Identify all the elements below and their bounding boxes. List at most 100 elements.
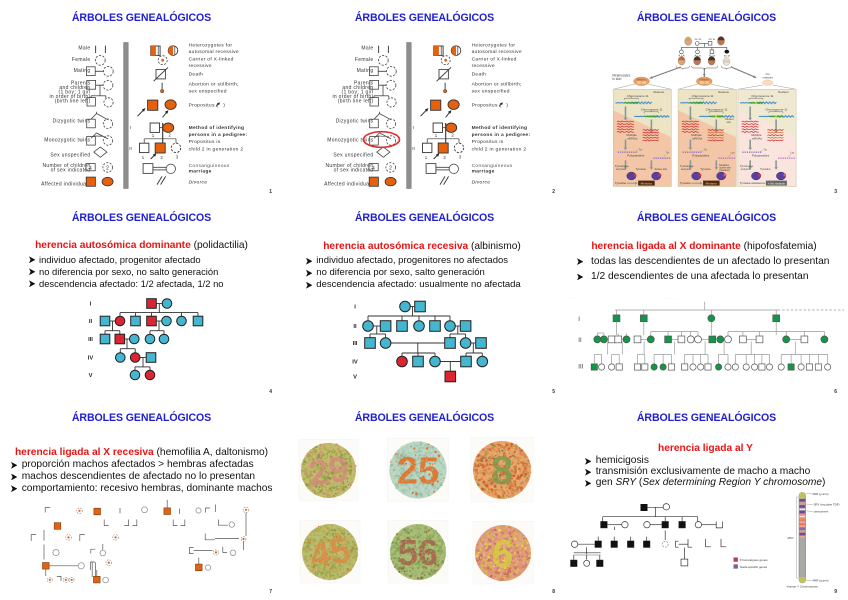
svg-text:Method of identifying: Method of identifying — [189, 125, 245, 131]
svg-text:56: 56 — [398, 532, 438, 573]
svg-text:Chromosome 11: Chromosome 11 — [706, 107, 728, 111]
svg-text:Multiple: Multiple — [751, 133, 762, 137]
svg-text:IV: IV — [352, 359, 358, 365]
svg-text:Mutated: Mutated — [719, 163, 729, 167]
svg-text:Tyr: Tyr — [639, 148, 643, 152]
svg-text:Multiple: Multiple — [691, 133, 702, 137]
svg-text:Monozygotic twins: Monozygotic twins — [44, 137, 90, 143]
svg-text:V: V — [89, 373, 93, 379]
svg-text:A / a: A / a — [708, 54, 715, 58]
svg-text:MSY: MSY — [788, 536, 794, 540]
svg-text:A / a: A / a — [694, 37, 701, 41]
svg-text:A / A: A / A — [677, 54, 684, 58]
svg-text:II: II — [129, 146, 132, 151]
svg-text:Tyrosinase: Tyrosinase — [680, 164, 694, 168]
svg-text:X homologous genes: X homologous genes — [740, 558, 769, 562]
svg-text:in order of birth): in order of birth) — [49, 94, 90, 100]
svg-text:Propositus is: Propositus is — [189, 139, 221, 145]
svg-text:recessive: recessive — [189, 63, 212, 69]
svg-text:Lys: Lys — [790, 151, 795, 155]
svg-text:persons in a pedigree:: persons in a pedigree: — [189, 132, 248, 138]
svg-text:Death: Death — [189, 72, 204, 78]
svg-text:Chromosome 11: Chromosome 11 — [692, 94, 714, 98]
svg-text:Testis-specific genes: Testis-specific genes — [740, 565, 768, 569]
svg-text:Melanin: Melanin — [641, 181, 653, 185]
svg-text:III: III — [88, 337, 93, 343]
svg-text:I: I — [578, 317, 580, 323]
svg-text:SRY (encodes TDF): SRY (encodes TDF) — [814, 503, 840, 507]
svg-text:III: III — [353, 341, 358, 347]
svg-text:Chromosome 11: Chromosome 11 — [627, 94, 649, 98]
svg-text:Polypeptides: Polypeptides — [752, 153, 770, 157]
svg-text:Tyrosine: Tyrosine — [615, 181, 626, 185]
svg-text:II: II — [353, 324, 357, 330]
svg-text:Tyrosine: Tyrosine — [635, 167, 646, 171]
svg-text:Tyrosinase: Tyrosinase — [615, 164, 629, 168]
svg-text:45: 45 — [307, 529, 354, 576]
svg-text:Tyrosine: Tyrosine — [700, 167, 711, 171]
svg-text:Number of children: Number of children — [42, 163, 90, 169]
svg-text:Polypeptides: Polypeptides — [692, 153, 710, 157]
svg-text:Chromosome 11: Chromosome 11 — [641, 107, 663, 111]
svg-text:Active site: Active site — [654, 167, 667, 171]
svg-text:Tyr: Tyr — [763, 148, 767, 152]
svg-text:Abortion or stillbirth;: Abortion or stillbirth; — [189, 82, 239, 88]
svg-text:A / a: A / a — [708, 37, 715, 41]
svg-text:··· ···: ··· ··· — [571, 297, 578, 301]
svg-text:in skin: in skin — [612, 77, 621, 81]
svg-text:I: I — [130, 125, 131, 130]
svg-text:Female: Female — [72, 57, 91, 63]
svg-text:4: 4 — [89, 166, 92, 172]
svg-text:Melanin: Melanin — [637, 78, 647, 82]
svg-text:Melanin: Melanin — [699, 78, 709, 82]
svg-text:PAR (p arm): PAR (p arm) — [813, 492, 829, 496]
svg-text:a / a: a / a — [724, 54, 730, 58]
svg-text:mRNAs: mRNAs — [692, 137, 703, 141]
svg-text:and children: and children — [59, 85, 90, 91]
svg-text:marriage: marriage — [189, 169, 212, 175]
svg-text:IV: IV — [88, 355, 94, 361]
svg-text:PAR (q arm): PAR (q arm) — [813, 578, 829, 582]
svg-text:site: site — [727, 120, 732, 124]
svg-text:III: III — [578, 365, 583, 371]
svg-text:Tyr: Tyr — [704, 148, 708, 152]
svg-text:Propositus ( ): Propositus ( ) — [189, 103, 226, 109]
svg-text:V: V — [353, 374, 357, 380]
svg-text:(1 boy; 1 girl: (1 boy; 1 girl — [59, 89, 91, 95]
svg-text:Tyr: Tyr — [666, 151, 670, 155]
svg-text:1: 1 — [142, 155, 145, 160]
svg-text:Nucleus: Nucleus — [778, 90, 789, 94]
svg-text:child 2 in generation 2: child 2 in generation 2 — [189, 146, 244, 152]
svg-text:2: 2 — [160, 155, 163, 160]
svg-text:29: 29 — [306, 448, 351, 494]
svg-text:(inactive): (inactive) — [719, 168, 730, 172]
svg-text:autosomal recessive: autosomal recessive — [189, 49, 239, 55]
svg-text:Tyrosine: Tyrosine — [760, 167, 771, 171]
svg-text:I: I — [354, 304, 356, 310]
svg-text:× No melanin: × No melanin — [768, 181, 786, 185]
svg-text:Tyrosine: Tyrosine — [740, 181, 751, 185]
svg-text:Dizygotic twins: Dizygotic twins — [53, 118, 91, 124]
svg-text:··· ···· ···: ··· ···· ··· — [665, 296, 677, 300]
svg-text:active site: active site — [719, 166, 731, 170]
svg-text:enzyme: enzyme — [681, 167, 691, 171]
svg-text:Sex unspecified: Sex unspecified — [50, 152, 90, 158]
svg-text:Divorce: Divorce — [189, 180, 208, 186]
svg-text:enzyme: enzyme — [616, 167, 626, 171]
svg-text:centromere: centromere — [814, 510, 829, 514]
svg-text:Male: Male — [78, 46, 90, 52]
svg-text:of sex indicated: of sex indicated — [51, 168, 91, 174]
svg-text:Nucleus: Nucleus — [718, 90, 729, 94]
svg-text:Nucleus: Nucleus — [653, 90, 664, 94]
svg-text:enzyme: enzyme — [741, 167, 751, 171]
svg-text:Polypeptides: Polypeptides — [627, 153, 645, 157]
svg-text:Parents: Parents — [71, 80, 91, 86]
svg-text:2: 2 — [106, 166, 109, 172]
svg-text:Mating: Mating — [74, 68, 91, 74]
svg-text:Heterozygotes for: Heterozygotes for — [189, 42, 233, 48]
svg-text:melanin: melanin — [762, 76, 773, 80]
svg-text:mRNAs: mRNAs — [752, 137, 763, 141]
svg-text:No: No — [766, 72, 770, 76]
svg-text:II: II — [89, 319, 93, 325]
svg-text:3: 3 — [176, 154, 179, 159]
